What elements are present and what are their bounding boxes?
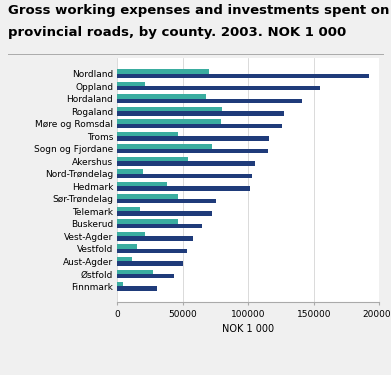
Bar xyxy=(117,244,137,249)
Bar xyxy=(117,224,203,228)
Bar xyxy=(117,136,269,141)
Bar xyxy=(117,86,320,90)
Bar xyxy=(117,170,143,174)
Bar xyxy=(117,207,140,211)
Legend: Gross working expenses, Gross investments: Gross working expenses, Gross investment… xyxy=(102,372,368,375)
Bar xyxy=(117,286,156,291)
Bar xyxy=(117,199,215,203)
Bar xyxy=(117,219,178,224)
Bar xyxy=(117,274,174,278)
Bar xyxy=(117,182,167,186)
Bar xyxy=(117,236,193,241)
Bar xyxy=(117,261,183,266)
Bar xyxy=(117,249,187,253)
Bar xyxy=(117,119,221,124)
Text: provincial roads, by county. 2003. NOK 1 000: provincial roads, by county. 2003. NOK 1… xyxy=(8,26,346,39)
Bar xyxy=(117,94,206,99)
Bar xyxy=(117,149,268,153)
Bar xyxy=(117,124,282,128)
Bar xyxy=(117,257,132,261)
Bar xyxy=(117,132,178,136)
Bar xyxy=(117,161,255,166)
Bar xyxy=(117,282,122,286)
Bar xyxy=(117,82,145,86)
Bar xyxy=(117,186,249,190)
Bar xyxy=(117,232,145,236)
Text: Gross working expenses and investments spent on: Gross working expenses and investments s… xyxy=(8,4,389,17)
Bar xyxy=(117,69,209,74)
Bar xyxy=(117,111,283,116)
Bar xyxy=(117,99,302,103)
Bar xyxy=(117,211,212,216)
Bar xyxy=(117,74,369,78)
Bar xyxy=(117,174,252,178)
Bar xyxy=(117,157,188,161)
Bar xyxy=(117,144,212,149)
Bar xyxy=(117,270,152,274)
Bar xyxy=(117,194,178,199)
X-axis label: NOK 1 000: NOK 1 000 xyxy=(222,324,274,334)
Bar xyxy=(117,107,222,111)
